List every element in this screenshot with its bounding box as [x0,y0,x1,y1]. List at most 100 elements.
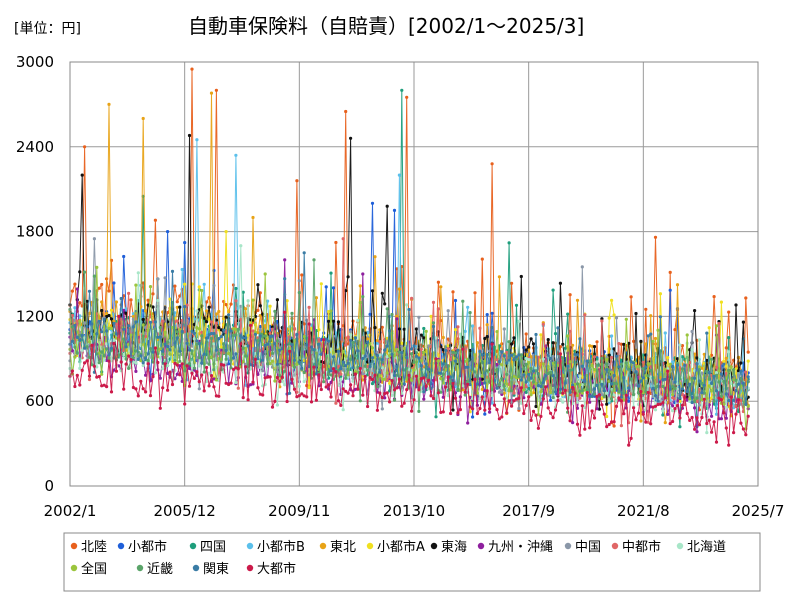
data-point [712,420,716,424]
data-point [658,395,663,399]
data-point [673,328,677,332]
data-point [541,322,545,326]
data-point [649,422,653,426]
data-point [627,443,631,447]
data-point [639,419,643,423]
data-point [502,327,506,331]
data-point [410,296,414,300]
legend-item-小都市A: 小都市A [366,539,425,555]
data-point [70,325,74,329]
data-point [610,399,614,403]
data-point [422,336,426,340]
data-point [605,368,609,372]
data-point [466,305,470,309]
data-point [578,389,582,393]
data-point [712,402,716,406]
data-point [390,312,394,317]
data-point [134,283,138,287]
data-point [183,330,187,334]
data-point [222,342,226,346]
data-point [385,307,389,311]
data-point [685,333,689,337]
data-point [427,344,431,348]
data-point [258,392,262,396]
data-point [122,308,126,312]
legend-label: 中都市 [622,539,661,555]
data-point [497,275,501,279]
data-point [234,333,238,337]
data-point [214,318,218,322]
data-point [375,350,379,354]
legend-marker [319,542,327,550]
data-point [83,321,87,325]
data-point [429,314,433,318]
data-point [141,309,145,313]
data-point [200,334,204,338]
data-point [695,356,699,360]
data-point [312,348,316,352]
data-point [92,364,96,368]
data-point [156,360,160,365]
data-point [266,362,270,366]
data-point [234,366,238,370]
data-point [358,284,362,288]
data-point [466,421,470,425]
data-point [724,372,728,376]
data-point [134,387,138,391]
data-point [168,370,172,374]
data-point [417,315,421,319]
data-point [341,408,345,412]
data-point [629,377,633,381]
data-point [732,406,736,410]
data-point [380,407,384,411]
data-point [471,348,475,352]
data-point [158,325,162,330]
data-point [568,293,572,297]
data-point [334,401,338,405]
data-point [705,431,709,435]
data-point [105,385,109,389]
data-point [632,339,636,343]
data-point [712,399,716,403]
data-point [495,408,499,412]
data-point [256,331,260,335]
data-point [383,377,387,381]
data-point [373,355,377,359]
data-point [588,344,592,348]
data-point [400,404,404,408]
data-point [675,283,680,287]
data-point [705,396,709,400]
data-point [693,376,697,380]
data-point [105,311,109,315]
data-point [678,377,682,381]
data-point [100,384,104,388]
data-point [87,340,92,344]
data-point [107,356,111,361]
data-point [109,390,114,394]
data-point [549,370,553,374]
data-point [119,317,123,321]
data-point [361,295,365,299]
data-point [322,338,326,342]
data-point [734,378,738,382]
data-point [600,380,604,384]
data-point [697,368,702,372]
data-point [561,342,565,346]
data-point [512,399,516,403]
data-point [451,350,455,354]
data-point [583,405,587,410]
data-point [395,364,399,369]
data-point [551,341,555,345]
data-point [178,328,182,332]
data-point [531,369,536,373]
data-point [656,402,660,407]
data-point [578,374,582,378]
data-point [688,361,692,365]
data-point [697,338,702,342]
data-point [402,327,406,331]
data-point [275,403,279,407]
data-point [285,399,289,404]
data-point [112,341,116,346]
data-point [541,385,545,389]
data-point [329,271,333,275]
